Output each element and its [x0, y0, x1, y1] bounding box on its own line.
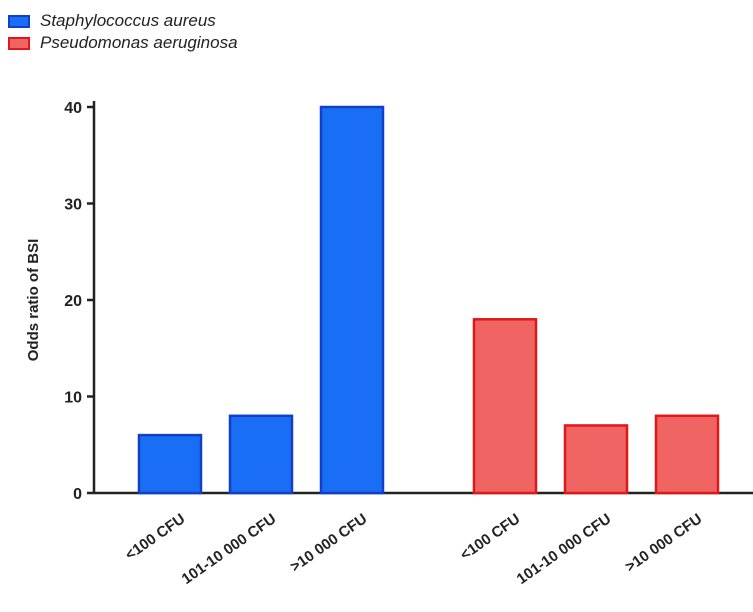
bar	[472, 318, 538, 495]
legend-item-pseudomonas: Pseudomonas aeruginosa	[8, 32, 238, 54]
x-tick-label: >10 000 CFU	[287, 510, 370, 575]
y-tick-label: 20	[64, 293, 82, 310]
legend-label-staphylococcus: Staphylococcus aureus	[40, 11, 216, 30]
legend: Staphylococcus aureus Pseudomonas aerugi…	[8, 10, 238, 54]
legend-label-pseudomonas: Pseudomonas aeruginosa	[40, 33, 238, 52]
x-tick-label: 101-10 000 CFU	[514, 510, 615, 588]
x-tick-label: >10 000 CFU	[622, 510, 705, 575]
bar	[654, 414, 720, 495]
y-tick-label: 10	[64, 390, 82, 407]
legend-swatch-pseudomonas	[8, 36, 30, 50]
legend-swatch-staphylococcus	[8, 14, 30, 28]
bar	[563, 424, 629, 495]
y-tick-label: 40	[64, 100, 82, 117]
bar	[319, 105, 385, 495]
x-tick-label: <100 CFU	[457, 510, 523, 563]
x-tick-label: <100 CFU	[122, 510, 188, 563]
legend-item-staphylococcus: Staphylococcus aureus	[8, 10, 238, 32]
y-tick-label: 0	[73, 486, 82, 503]
x-tick-label: 101-10 000 CFU	[179, 510, 280, 588]
bar	[137, 433, 203, 495]
bar	[228, 414, 294, 495]
y-axis-label: Odds ratio of BSI	[25, 239, 42, 362]
y-tick-label: 30	[64, 197, 82, 214]
